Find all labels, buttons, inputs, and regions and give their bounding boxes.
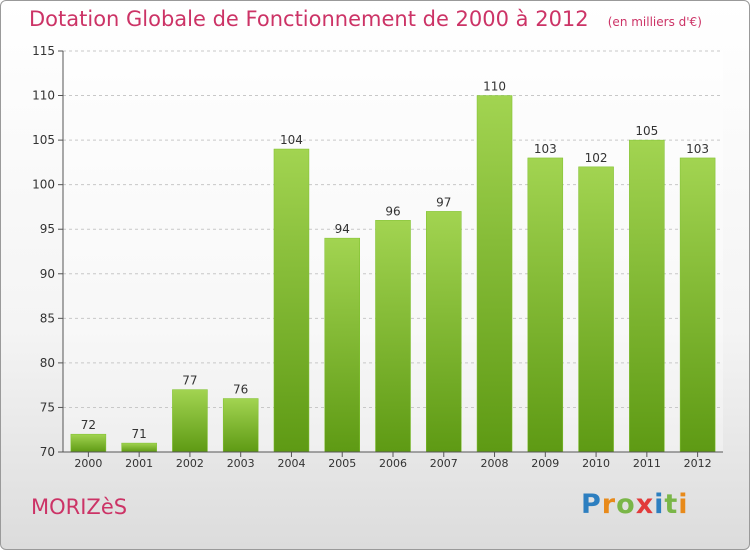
x-tick-label: 2002 (176, 457, 204, 470)
bar-2010 (578, 166, 614, 453)
bar-2009 (527, 157, 564, 453)
bar-value-label: 71 (132, 427, 147, 441)
x-tick-label: 2009 (531, 457, 559, 470)
bar-value-label: 102 (585, 151, 608, 165)
bar-value-label: 105 (635, 124, 658, 138)
commune-name: MORIZèS (31, 495, 128, 519)
bar-2008 (476, 95, 513, 453)
bar-2004 (273, 148, 310, 453)
logo-letter: x (635, 489, 655, 520)
y-tick-label: 115 (32, 44, 55, 58)
bar-layer: 72 71 77 76 104 94 96 97 110 103 102 105 103 (70, 80, 716, 453)
logo-letter: r (601, 489, 617, 520)
bar-value-label: 103 (534, 142, 557, 156)
bar-value-label: 72 (81, 418, 96, 432)
bar-2007 (426, 211, 462, 453)
y-tick-label: 95 (40, 222, 55, 236)
bar-value-label: 103 (686, 142, 709, 156)
x-tick-label: 2008 (481, 457, 509, 470)
logo-letter: i (678, 489, 689, 520)
chart-subtitle: (en milliers d'€) (607, 15, 702, 29)
bar-2003 (222, 398, 259, 453)
title-row: Dotation Globale de Fonctionnement de 20… (29, 7, 702, 31)
y-tick-label: 85 (40, 311, 55, 325)
bar-value-label: 110 (483, 80, 506, 94)
y-tick-label: 80 (40, 356, 55, 370)
axis-layer: 70 75 80 85 90 95 100 105 110 115 2000 2001 2002 2003… (32, 44, 723, 470)
x-tick-label: 2007 (430, 457, 458, 470)
y-tick-label: 100 (32, 178, 55, 192)
x-tick-label: 2004 (277, 457, 305, 470)
bar-value-label: 96 (385, 204, 400, 218)
bar-value-label: 104 (280, 133, 303, 147)
logo-letter: o (616, 489, 636, 520)
x-tick-label: 2003 (227, 457, 255, 470)
x-tick-label: 2000 (74, 457, 102, 470)
bar-value-label: 77 (182, 374, 197, 388)
logo-letter: i (654, 489, 665, 520)
logo-letter: t (664, 489, 679, 520)
y-tick-label: 70 (40, 445, 55, 459)
bar-2001 (121, 442, 157, 453)
bar-value-label: 76 (233, 383, 248, 397)
y-tick-label: 90 (40, 267, 55, 281)
y-tick-label: 105 (32, 133, 55, 147)
x-tick-label: 2010 (582, 457, 610, 470)
logo-letter: P (581, 489, 602, 520)
y-tick-label: 110 (32, 89, 55, 103)
chart-title: Dotation Globale de Fonctionnement de 20… (29, 7, 589, 31)
bar-2006 (375, 220, 411, 453)
bar-2005 (324, 237, 360, 453)
x-tick-label: 2011 (633, 457, 661, 470)
bar-2012 (679, 157, 716, 453)
bar-2002 (172, 389, 208, 453)
x-tick-label: 2006 (379, 457, 407, 470)
bar-2011 (629, 139, 665, 453)
x-tick-label: 2005 (328, 457, 356, 470)
x-tick-label: 2001 (125, 457, 153, 470)
bar-value-label: 94 (335, 222, 350, 236)
bar-2000 (70, 433, 107, 453)
y-tick-label: 75 (40, 400, 55, 414)
x-tick-label: 2012 (684, 457, 712, 470)
bar-value-label: 97 (436, 195, 451, 209)
proxiti-logo: Proxiti (581, 489, 689, 520)
